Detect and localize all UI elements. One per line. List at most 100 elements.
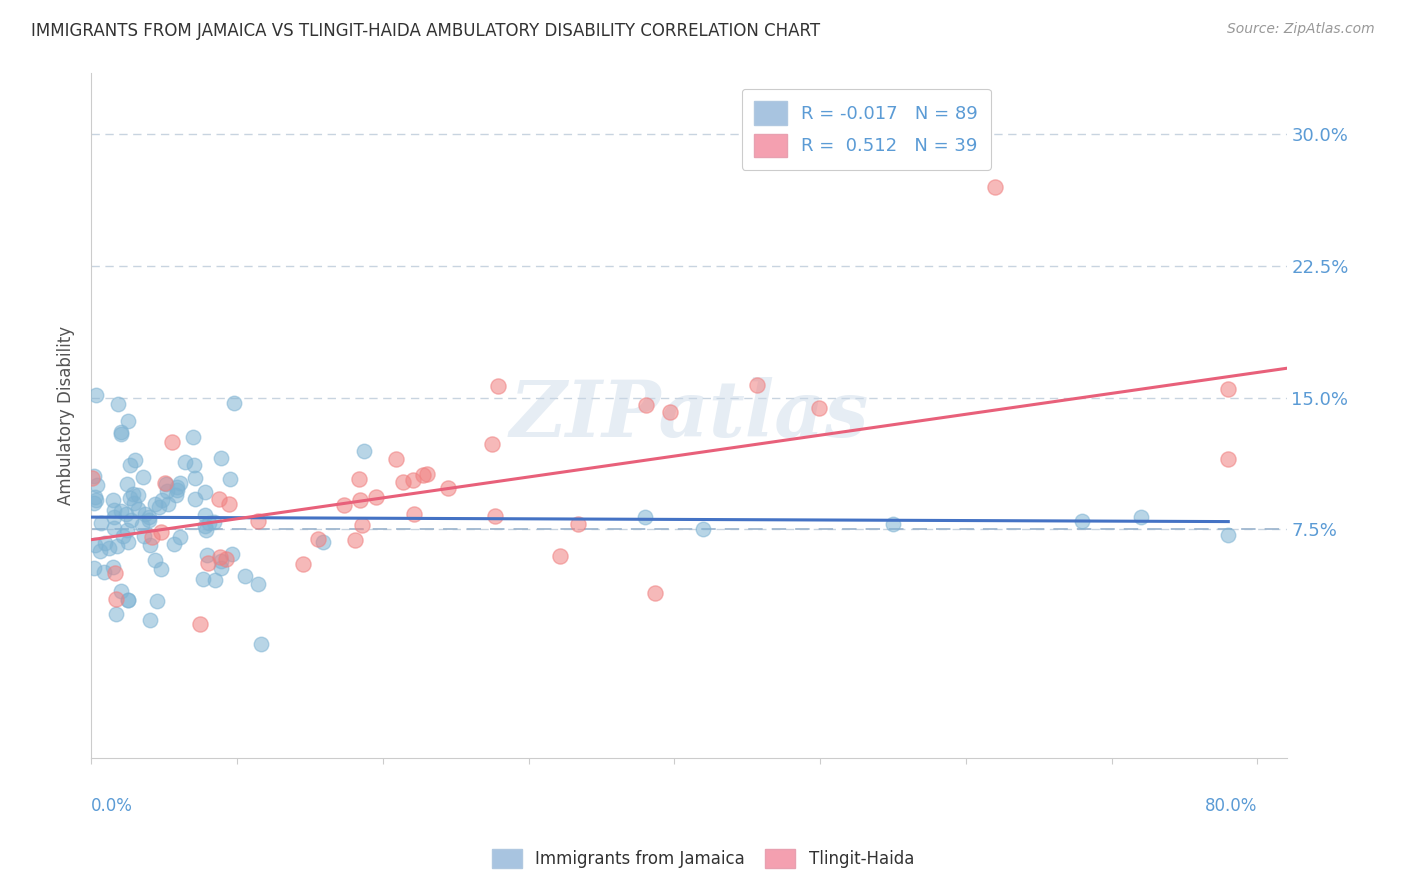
Point [385, 451, 408, 466]
Point [658, 405, 681, 419]
Point [127, 502, 149, 516]
Point [194, 485, 217, 500]
Point [145, 593, 167, 607]
Point [134, 529, 156, 543]
Point [1218, 527, 1240, 541]
Point [166, 480, 188, 494]
Point [101, 493, 124, 508]
Point [184, 471, 207, 485]
Point [486, 378, 509, 392]
Point [195, 523, 218, 537]
Point [82, 471, 104, 485]
Point [484, 508, 506, 523]
Point [347, 472, 370, 486]
Point [103, 521, 125, 535]
Point [350, 518, 373, 533]
Point [93, 565, 115, 579]
Point [636, 398, 658, 412]
Point [139, 538, 162, 552]
Point [150, 524, 173, 539]
Point [215, 552, 238, 566]
Point [311, 535, 333, 549]
Point [139, 613, 162, 627]
Point [184, 492, 207, 507]
Point [120, 513, 142, 527]
Point [98, 541, 121, 556]
Point [183, 430, 205, 444]
Point [104, 607, 127, 621]
Point [169, 475, 191, 490]
Text: IMMIGRANTS FROM JAMAICA VS TLINGIT-HAIDA AMBULATORY DISABILITY CORRELATION CHART: IMMIGRANTS FROM JAMAICA VS TLINGIT-HAIDA… [31, 22, 820, 40]
Point [412, 468, 434, 483]
Point [110, 427, 132, 442]
Point [174, 455, 197, 469]
Legend: Immigrants from Jamaica, Tlingit-Haida: Immigrants from Jamaica, Tlingit-Haida [485, 842, 921, 875]
Point [110, 504, 132, 518]
Point [567, 516, 589, 531]
Point [169, 531, 191, 545]
Point [204, 573, 226, 587]
Point [83, 496, 105, 510]
Point [247, 577, 270, 591]
Point [194, 519, 217, 533]
Point [194, 508, 217, 522]
Point [209, 450, 232, 465]
Point [404, 507, 426, 521]
Point [118, 491, 141, 506]
Point [117, 593, 139, 607]
Point [808, 401, 831, 415]
Legend: R = -0.017   N = 89, R =  0.512   N = 39: R = -0.017 N = 89, R = 0.512 N = 39 [742, 89, 991, 169]
Point [391, 475, 413, 490]
Point [90, 516, 112, 530]
Point [115, 507, 138, 521]
Point [103, 510, 125, 524]
Point [111, 529, 134, 543]
Point [364, 490, 387, 504]
Point [166, 483, 188, 497]
Point [1218, 452, 1240, 467]
Point [117, 477, 139, 491]
Point [83, 538, 105, 552]
Point [222, 396, 245, 410]
Point [343, 533, 366, 547]
Point [84, 493, 107, 508]
Point [195, 549, 218, 563]
Point [247, 514, 270, 528]
Point [291, 557, 314, 571]
Point [138, 513, 160, 527]
Text: 0.0%: 0.0% [91, 797, 134, 814]
Text: 80.0%: 80.0% [1205, 797, 1257, 814]
Point [202, 515, 225, 529]
Point [105, 592, 128, 607]
Point [115, 524, 138, 538]
Point [160, 435, 183, 450]
Point [1071, 514, 1094, 528]
Point [634, 510, 657, 524]
Point [101, 560, 124, 574]
Text: ZIPatlas: ZIPatlas [509, 377, 869, 453]
Point [745, 377, 768, 392]
Point [83, 469, 105, 483]
Point [1129, 510, 1152, 524]
Point [120, 458, 142, 473]
Point [221, 547, 243, 561]
Point [984, 180, 1007, 194]
Point [83, 490, 105, 504]
Point [416, 467, 439, 481]
Point [191, 572, 214, 586]
Point [402, 474, 425, 488]
Point [188, 617, 211, 632]
Point [131, 470, 153, 484]
Point [143, 498, 166, 512]
Point [122, 496, 145, 510]
Point [150, 492, 173, 507]
Point [149, 562, 172, 576]
Point [110, 583, 132, 598]
Point [163, 537, 186, 551]
Point [1218, 382, 1240, 396]
Point [89, 544, 111, 558]
Point [219, 472, 242, 486]
Point [548, 549, 571, 563]
Point [332, 498, 354, 512]
Point [209, 549, 232, 564]
